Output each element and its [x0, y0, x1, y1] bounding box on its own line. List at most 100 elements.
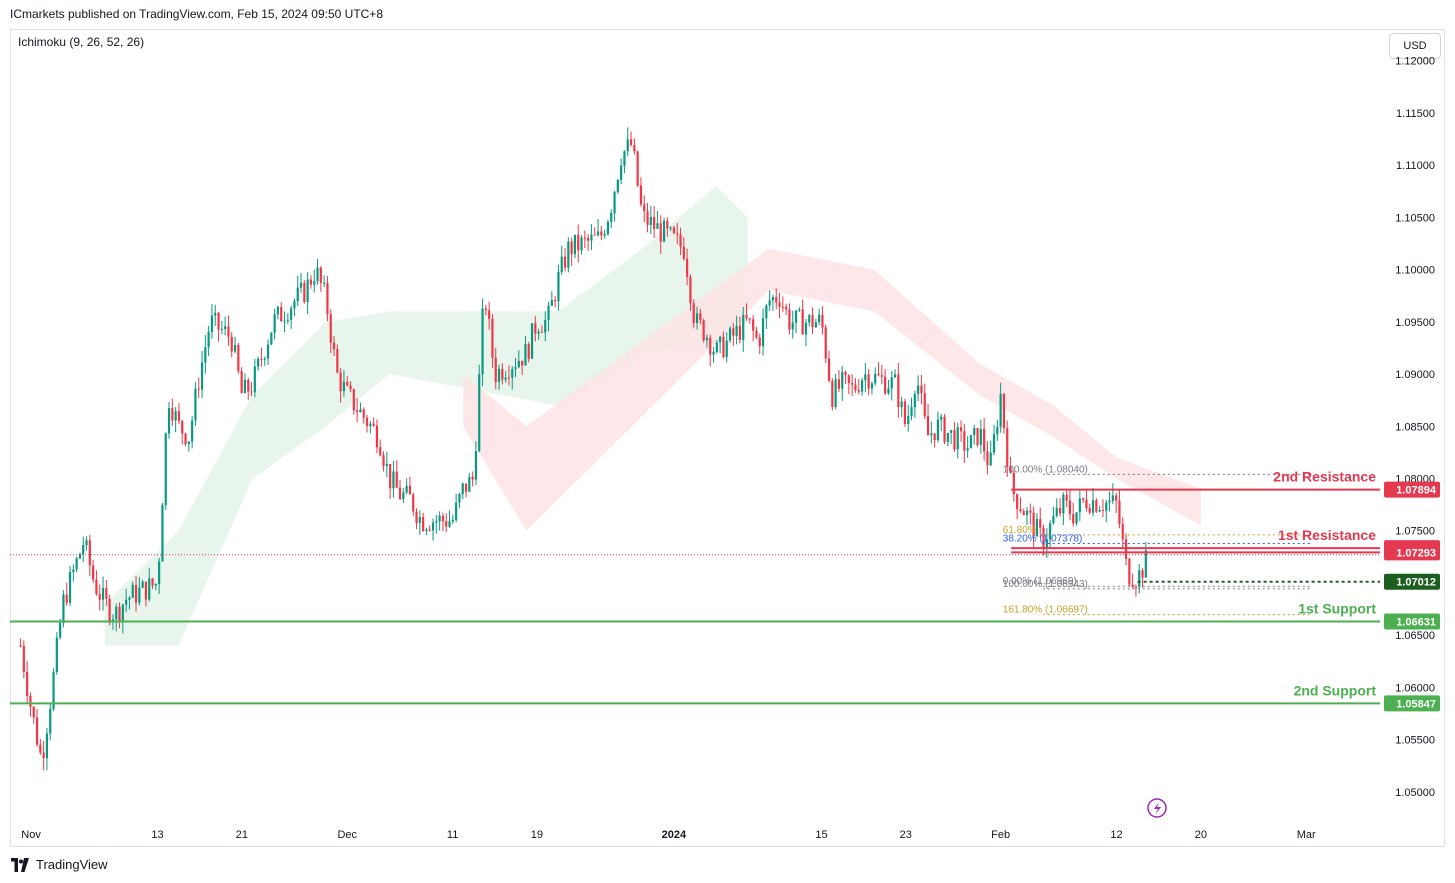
candle-body	[233, 345, 237, 352]
candle-body	[798, 309, 801, 311]
currency-button[interactable]: USD	[1389, 33, 1441, 59]
candle-body	[695, 313, 699, 323]
candle-body	[227, 326, 230, 337]
publisher-header: ICmarkets published on TradingView.com, …	[10, 7, 383, 21]
candle-body	[504, 377, 507, 380]
candle-body	[524, 344, 527, 366]
footer-brand: TradingView	[10, 857, 108, 872]
candle-body	[831, 380, 834, 407]
price-tag-1.07894: 1.07894	[1384, 481, 1440, 498]
candle-body	[788, 309, 791, 330]
candle-body	[956, 427, 959, 450]
candle-body	[649, 217, 652, 226]
candle-body	[332, 342, 336, 350]
x-tick-label: 19	[531, 829, 543, 841]
candle-body	[458, 494, 461, 503]
candle-body	[709, 337, 712, 355]
candle-body	[676, 233, 679, 235]
candle-body	[686, 258, 689, 277]
candle-body	[1019, 509, 1022, 511]
x-tick-label: 2024	[662, 829, 687, 841]
candle-body	[260, 358, 263, 360]
candle-body	[521, 360, 524, 366]
candle-body	[1009, 466, 1012, 473]
candle-body	[996, 426, 999, 435]
candle-body	[1128, 558, 1131, 585]
tradingview-logo-icon	[11, 857, 29, 872]
candle-body	[299, 282, 303, 288]
candle-body	[758, 337, 761, 347]
candle-body	[451, 519, 454, 522]
candle-body	[742, 314, 745, 341]
candle-body	[1098, 509, 1101, 512]
candle-body	[1078, 498, 1081, 513]
candle-body	[913, 393, 916, 408]
x-tick-label: 23	[900, 829, 912, 841]
candle-body	[563, 256, 567, 268]
candle-body	[497, 368, 501, 383]
candle-body	[943, 416, 946, 443]
candle-body	[445, 521, 448, 527]
candle-body	[570, 241, 573, 255]
candle-body	[115, 606, 118, 620]
candle-body	[963, 431, 966, 451]
candle-body	[240, 371, 243, 394]
candle-body	[204, 347, 207, 363]
candle-body	[540, 331, 544, 333]
price-tag-text: 1.07894	[1396, 485, 1437, 497]
x-tick-label: Nov	[21, 829, 41, 841]
candle-body	[765, 305, 768, 319]
candle-body	[1052, 515, 1055, 524]
candle-body	[118, 606, 121, 622]
candle-body	[573, 234, 577, 255]
candle-body	[484, 308, 487, 311]
x-tick-label: Feb	[991, 829, 1010, 841]
candle-body	[177, 411, 181, 421]
candle-body	[49, 708, 52, 734]
candle-body	[224, 326, 227, 330]
candle-body	[158, 561, 161, 585]
candle-body	[26, 671, 29, 696]
fib-label: 161.80% (1.06697)	[1003, 605, 1088, 616]
candle-body	[606, 221, 610, 235]
x-tick-label: 21	[236, 829, 248, 841]
candle-body	[752, 319, 755, 331]
candle-body	[547, 305, 550, 321]
candle-body	[511, 369, 514, 378]
candle-body	[732, 328, 735, 336]
candle-body	[900, 401, 903, 408]
price-tag-1.07293: 1.07293	[1384, 544, 1440, 561]
candle-body	[907, 415, 910, 425]
candle-body	[920, 385, 923, 394]
candle-body	[435, 521, 438, 523]
x-tick-label: 13	[151, 829, 163, 841]
candle-body	[214, 312, 217, 316]
candle-body	[108, 598, 111, 622]
footer-brand-label: TradingView	[36, 857, 108, 872]
candle-body	[1095, 500, 1098, 512]
candle-body	[666, 220, 669, 229]
candle-body	[811, 315, 814, 328]
candle-body	[910, 407, 913, 416]
candle-body	[880, 375, 883, 377]
candle-body	[293, 301, 296, 309]
candle-body	[418, 517, 421, 524]
candle-body	[946, 432, 949, 443]
candle-body	[431, 522, 435, 531]
candle-body	[1108, 501, 1111, 503]
candle-body	[448, 521, 451, 527]
candle-body	[266, 344, 270, 359]
candle-body	[620, 165, 623, 180]
candle-body	[75, 558, 78, 570]
candle-body	[125, 599, 128, 605]
x-tick-label: 11	[447, 829, 458, 841]
candle-body	[184, 433, 187, 445]
candle-body	[392, 471, 395, 489]
indicator-label[interactable]: Ichimoku (9, 26, 52, 26)	[18, 35, 145, 49]
candle-body	[884, 376, 887, 394]
flash-icon[interactable]	[1147, 798, 1167, 818]
candle-body	[207, 331, 210, 348]
price-tag-1.07012: 1.07012	[1384, 573, 1440, 590]
candle-body	[161, 505, 164, 562]
